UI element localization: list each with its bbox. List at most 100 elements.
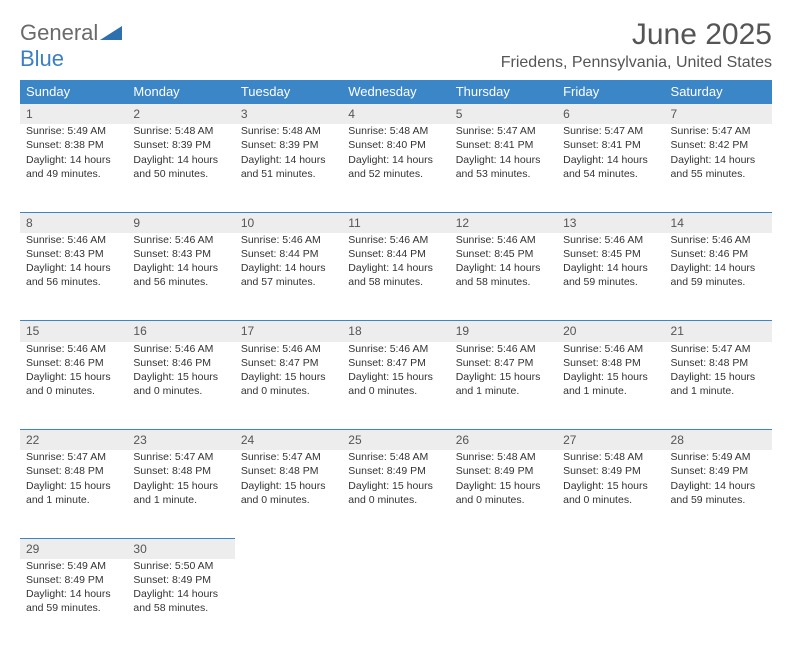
daylight-text: Daylight: 15 hours	[348, 479, 443, 493]
daylight-text: Daylight: 14 hours	[26, 153, 121, 167]
sunset-text: Sunset: 8:48 PM	[563, 356, 658, 370]
sunset-text: Sunset: 8:46 PM	[133, 356, 228, 370]
sunset-text: Sunset: 8:43 PM	[26, 247, 121, 261]
day-cell: Sunrise: 5:46 AMSunset: 8:45 PMDaylight:…	[450, 233, 557, 321]
location-text: Friedens, Pennsylvania, United States	[501, 54, 772, 72]
day-number-cell	[665, 538, 772, 559]
sunrise-text: Sunrise: 5:46 AM	[456, 342, 551, 356]
day-cell	[557, 559, 664, 647]
day-number-cell: 4	[342, 104, 449, 125]
day-number-cell: 17	[235, 321, 342, 342]
daylight-text: Daylight: 14 hours	[671, 153, 766, 167]
day-number-cell: 24	[235, 430, 342, 451]
day-cell: Sunrise: 5:46 AMSunset: 8:45 PMDaylight:…	[557, 233, 664, 321]
sunrise-text: Sunrise: 5:48 AM	[348, 450, 443, 464]
daylight-text: Daylight: 15 hours	[26, 370, 121, 384]
daylight-text: Daylight: 14 hours	[348, 153, 443, 167]
sunset-text: Sunset: 8:38 PM	[26, 138, 121, 152]
sunset-text: Sunset: 8:43 PM	[133, 247, 228, 261]
sunset-text: Sunset: 8:46 PM	[26, 356, 121, 370]
sunrise-text: Sunrise: 5:47 AM	[456, 124, 551, 138]
sunset-text: Sunset: 8:39 PM	[133, 138, 228, 152]
sunrise-text: Sunrise: 5:49 AM	[26, 124, 121, 138]
daylight-text: Daylight: 14 hours	[348, 261, 443, 275]
day-number-cell: 5	[450, 104, 557, 125]
daynum-row: 22232425262728	[20, 430, 772, 451]
day-number-cell: 29	[20, 538, 127, 559]
day-cell	[235, 559, 342, 647]
daylight-text: and 58 minutes.	[348, 275, 443, 289]
day-cell	[665, 559, 772, 647]
weekday-header: Thursday	[450, 80, 557, 104]
day-cell: Sunrise: 5:49 AMSunset: 8:49 PMDaylight:…	[665, 450, 772, 538]
daylight-text: Daylight: 14 hours	[563, 261, 658, 275]
day-number-cell: 8	[20, 212, 127, 233]
daynum-row: 15161718192021	[20, 321, 772, 342]
sunset-text: Sunset: 8:44 PM	[241, 247, 336, 261]
sunset-text: Sunset: 8:42 PM	[671, 138, 766, 152]
sunset-text: Sunset: 8:49 PM	[348, 464, 443, 478]
sunrise-text: Sunrise: 5:48 AM	[133, 124, 228, 138]
day-cell: Sunrise: 5:46 AMSunset: 8:43 PMDaylight:…	[127, 233, 234, 321]
day-cell: Sunrise: 5:47 AMSunset: 8:48 PMDaylight:…	[235, 450, 342, 538]
day-number-cell: 18	[342, 321, 449, 342]
daylight-text: and 56 minutes.	[26, 275, 121, 289]
sunset-text: Sunset: 8:48 PM	[671, 356, 766, 370]
day-cell: Sunrise: 5:46 AMSunset: 8:46 PMDaylight:…	[127, 342, 234, 430]
daylight-text: Daylight: 15 hours	[563, 370, 658, 384]
sunrise-text: Sunrise: 5:47 AM	[133, 450, 228, 464]
day-number-cell: 26	[450, 430, 557, 451]
day-number-cell: 28	[665, 430, 772, 451]
daylight-text: and 1 minute.	[133, 493, 228, 507]
sunrise-text: Sunrise: 5:48 AM	[241, 124, 336, 138]
day-cell: Sunrise: 5:48 AMSunset: 8:40 PMDaylight:…	[342, 124, 449, 212]
day-number-cell: 10	[235, 212, 342, 233]
header: General Blue June 2025 Friedens, Pennsyl…	[20, 18, 772, 72]
daylight-text: and 56 minutes.	[133, 275, 228, 289]
daylight-text: and 59 minutes.	[26, 601, 121, 615]
day-number-cell: 14	[665, 212, 772, 233]
sunrise-text: Sunrise: 5:46 AM	[563, 342, 658, 356]
day-number-cell: 16	[127, 321, 234, 342]
daynum-row: 2930	[20, 538, 772, 559]
sunrise-text: Sunrise: 5:46 AM	[241, 233, 336, 247]
sunset-text: Sunset: 8:49 PM	[133, 573, 228, 587]
day-cell: Sunrise: 5:48 AMSunset: 8:39 PMDaylight:…	[235, 124, 342, 212]
sunset-text: Sunset: 8:49 PM	[563, 464, 658, 478]
logo: General Blue	[20, 20, 122, 72]
day-number-cell: 20	[557, 321, 664, 342]
day-cell: Sunrise: 5:47 AMSunset: 8:41 PMDaylight:…	[450, 124, 557, 212]
sunrise-text: Sunrise: 5:46 AM	[26, 233, 121, 247]
day-number-cell	[450, 538, 557, 559]
daylight-text: and 51 minutes.	[241, 167, 336, 181]
day-number-cell: 1	[20, 104, 127, 125]
day-cell: Sunrise: 5:46 AMSunset: 8:46 PMDaylight:…	[20, 342, 127, 430]
sunrise-text: Sunrise: 5:50 AM	[133, 559, 228, 573]
sunrise-text: Sunrise: 5:46 AM	[348, 233, 443, 247]
day-cell: Sunrise: 5:46 AMSunset: 8:47 PMDaylight:…	[235, 342, 342, 430]
week-row: Sunrise: 5:49 AMSunset: 8:49 PMDaylight:…	[20, 559, 772, 647]
sunrise-text: Sunrise: 5:49 AM	[671, 450, 766, 464]
sunset-text: Sunset: 8:41 PM	[563, 138, 658, 152]
daylight-text: and 49 minutes.	[26, 167, 121, 181]
daylight-text: and 54 minutes.	[563, 167, 658, 181]
daylight-text: Daylight: 14 hours	[26, 587, 121, 601]
daynum-row: 891011121314	[20, 212, 772, 233]
weekday-header: Wednesday	[342, 80, 449, 104]
day-cell: Sunrise: 5:47 AMSunset: 8:48 PMDaylight:…	[665, 342, 772, 430]
daylight-text: Daylight: 15 hours	[563, 479, 658, 493]
day-number-cell: 19	[450, 321, 557, 342]
day-cell: Sunrise: 5:46 AMSunset: 8:43 PMDaylight:…	[20, 233, 127, 321]
day-number-cell: 2	[127, 104, 234, 125]
daylight-text: and 0 minutes.	[348, 493, 443, 507]
sunrise-text: Sunrise: 5:48 AM	[348, 124, 443, 138]
day-cell: Sunrise: 5:46 AMSunset: 8:46 PMDaylight:…	[665, 233, 772, 321]
daylight-text: and 59 minutes.	[671, 275, 766, 289]
day-cell: Sunrise: 5:47 AMSunset: 8:41 PMDaylight:…	[557, 124, 664, 212]
day-number-cell: 30	[127, 538, 234, 559]
daylight-text: and 58 minutes.	[133, 601, 228, 615]
sunrise-text: Sunrise: 5:47 AM	[671, 342, 766, 356]
day-number-cell: 12	[450, 212, 557, 233]
logo-part2: Blue	[20, 46, 64, 71]
title-block: June 2025 Friedens, Pennsylvania, United…	[501, 18, 772, 72]
